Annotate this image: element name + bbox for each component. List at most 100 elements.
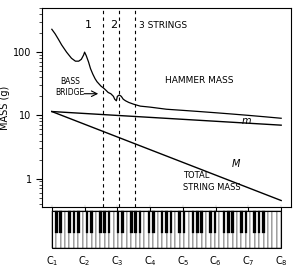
Bar [130, 211, 133, 233]
Text: C$_{7}$: C$_{7}$ [242, 254, 255, 265]
Bar [77, 211, 80, 233]
Bar [148, 211, 150, 233]
Bar [117, 211, 119, 233]
Text: 1: 1 [84, 20, 92, 30]
Bar [122, 211, 127, 248]
Bar [209, 211, 212, 233]
Bar [254, 211, 256, 233]
Bar [131, 211, 136, 248]
Bar [215, 211, 219, 248]
Text: C$_{3}$: C$_{3}$ [111, 254, 124, 265]
Bar [211, 211, 215, 248]
Bar [197, 211, 202, 248]
Bar [175, 211, 180, 248]
Bar [121, 211, 124, 233]
Text: HAMMER MASS: HAMMER MASS [165, 77, 233, 86]
Bar [118, 211, 122, 248]
Bar [90, 211, 93, 233]
Bar [171, 211, 175, 248]
Bar [52, 211, 56, 248]
Bar [59, 211, 62, 233]
Bar [162, 211, 166, 248]
Bar [214, 211, 216, 233]
Text: TOTAL
STRING MASS: TOTAL STRING MASS [183, 171, 241, 192]
Bar [196, 211, 199, 233]
Bar [83, 211, 87, 248]
Bar [184, 211, 189, 248]
Bar [262, 211, 265, 233]
Bar [92, 211, 96, 248]
Text: C$_{1}$: C$_{1}$ [46, 254, 58, 265]
Bar [86, 211, 88, 233]
Bar [158, 211, 162, 248]
Text: C$_{4}$: C$_{4}$ [144, 254, 157, 265]
Bar [134, 211, 137, 233]
Bar [127, 211, 131, 248]
Bar [180, 211, 184, 248]
Text: BASS
BRIDGE: BASS BRIDGE [55, 77, 85, 97]
Bar [136, 211, 140, 248]
Bar [68, 211, 71, 233]
Bar [259, 211, 263, 248]
Text: C$_{2}$: C$_{2}$ [78, 254, 91, 265]
Bar [74, 211, 78, 248]
Bar [227, 211, 230, 233]
Bar [114, 211, 118, 248]
Bar [223, 211, 225, 233]
Bar [169, 211, 172, 233]
Bar [78, 211, 83, 248]
Bar [153, 211, 158, 248]
Text: C$_{8}$: C$_{8}$ [275, 254, 288, 265]
Y-axis label: MASS (g): MASS (g) [0, 86, 11, 130]
Bar [52, 211, 281, 248]
Bar [277, 211, 281, 248]
Bar [228, 211, 233, 248]
Bar [178, 211, 181, 233]
Bar [219, 211, 224, 248]
Bar [240, 211, 243, 233]
Bar [55, 211, 58, 233]
Text: 3 STRINGS: 3 STRINGS [139, 21, 187, 30]
Bar [200, 211, 203, 233]
Text: C$_{6}$: C$_{6}$ [209, 254, 222, 265]
Bar [109, 211, 114, 248]
Bar [96, 211, 100, 248]
Bar [149, 211, 153, 248]
Bar [258, 211, 260, 233]
Bar [189, 211, 193, 248]
Bar [193, 211, 197, 248]
Bar [272, 211, 277, 248]
Bar [244, 211, 247, 233]
Text: 2: 2 [110, 20, 118, 30]
Bar [263, 211, 268, 248]
Bar [65, 211, 70, 248]
Text: m: m [242, 116, 251, 126]
Bar [250, 211, 255, 248]
Bar [108, 211, 110, 233]
Bar [105, 211, 109, 248]
Bar [56, 211, 61, 248]
Bar [246, 211, 250, 248]
Bar [165, 211, 168, 233]
Text: M: M [232, 159, 240, 169]
Bar [103, 211, 106, 233]
Bar [255, 211, 259, 248]
Text: C$_{5}$: C$_{5}$ [177, 254, 189, 265]
Bar [183, 211, 185, 233]
Bar [224, 211, 228, 248]
Bar [140, 211, 144, 248]
Bar [161, 211, 164, 233]
Bar [192, 211, 194, 233]
Bar [61, 211, 65, 248]
Bar [202, 211, 206, 248]
Bar [144, 211, 149, 248]
Bar [87, 211, 92, 248]
Bar [99, 211, 102, 233]
Bar [231, 211, 234, 233]
Bar [100, 211, 105, 248]
Bar [152, 211, 154, 233]
Bar [139, 211, 141, 233]
Bar [73, 211, 75, 233]
Bar [233, 211, 237, 248]
Bar [268, 211, 272, 248]
